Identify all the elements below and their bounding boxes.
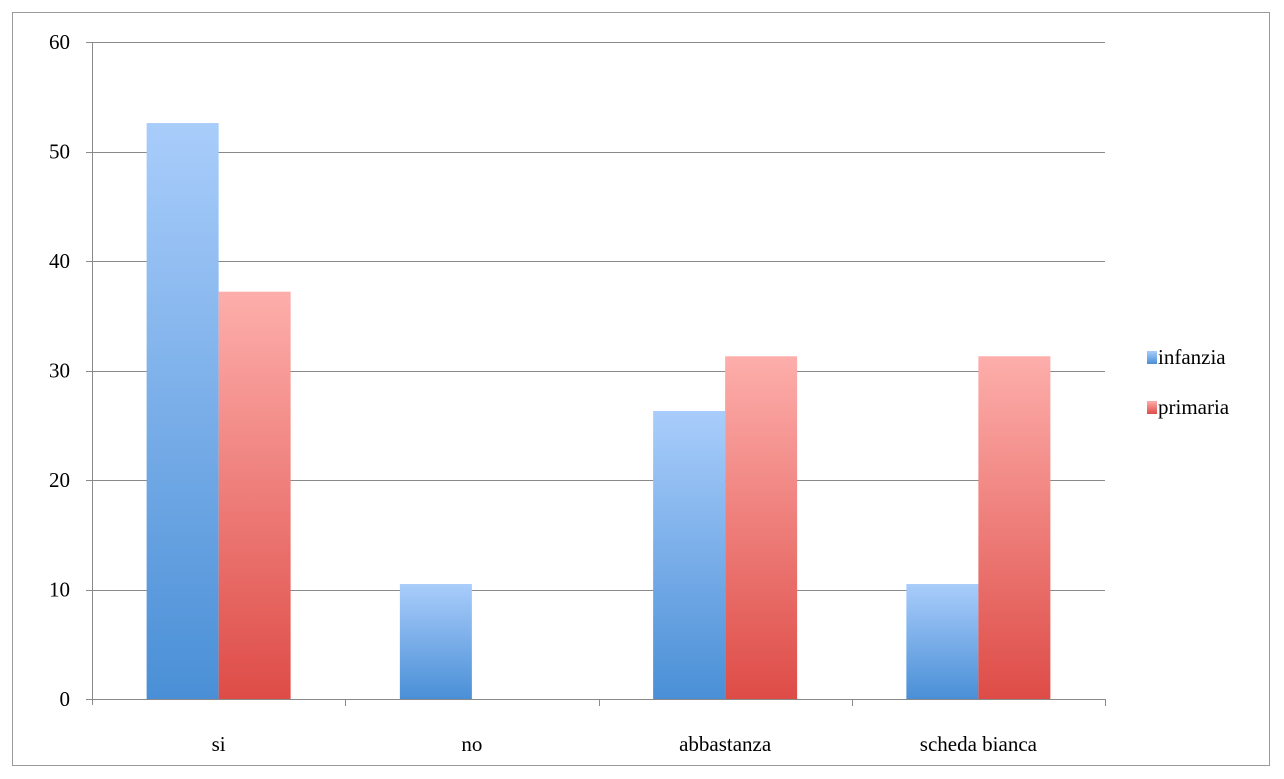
x-tick-label: abbastanza: [679, 732, 772, 756]
bar-primaria-abbastanza: [725, 356, 798, 699]
legend: infanzia primaria: [1147, 345, 1230, 419]
y-tick-label: 10: [49, 578, 70, 602]
y-tick-label: 30: [49, 359, 70, 383]
x-tick-label: scheda bianca: [920, 732, 1038, 756]
legend-label-primaria: primaria: [1158, 395, 1230, 419]
legend-label-infanzia: infanzia: [1158, 345, 1226, 369]
y-tick-label: 60: [49, 30, 70, 54]
x-tick-labels: si no abbastanza scheda bianca: [212, 732, 1038, 756]
legend-swatch-primaria: [1147, 401, 1157, 414]
x-tick-label: si: [212, 732, 226, 756]
bar-primaria-si: [218, 291, 291, 699]
bar-infanzia-no: [399, 584, 472, 699]
y-tick-labels: 0 10 20 30 40 50 60: [49, 30, 70, 711]
y-tick-label: 40: [49, 249, 70, 273]
bar-infanzia-scheda-bianca: [906, 584, 979, 699]
x-tick-label: no: [461, 732, 482, 756]
y-tick-label: 50: [49, 140, 70, 164]
y-tick-label: 0: [60, 687, 71, 711]
bar-primaria-scheda-bianca: [978, 356, 1051, 699]
y-tick-label: 20: [49, 468, 70, 492]
bar-infanzia-si: [146, 123, 219, 699]
bar-infanzia-abbastanza: [653, 411, 726, 699]
axes: [86, 42, 1106, 706]
bars: [146, 123, 1051, 699]
legend-swatch-infanzia: [1147, 351, 1157, 364]
